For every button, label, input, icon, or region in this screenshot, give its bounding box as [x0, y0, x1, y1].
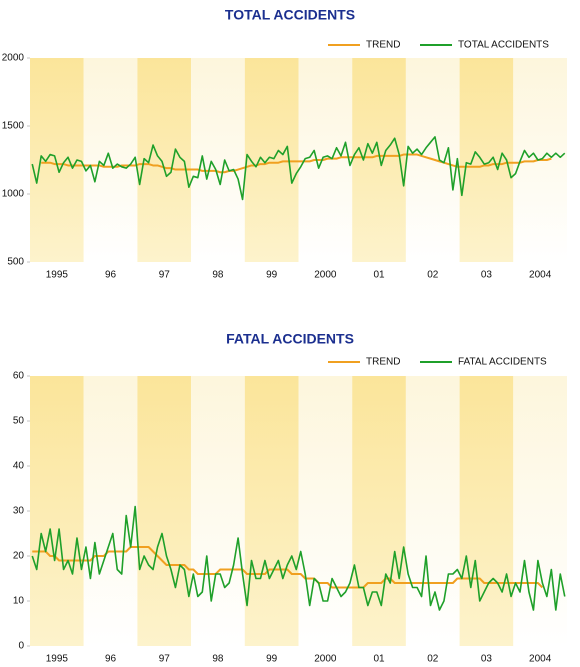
y-tick-label: 20 [13, 551, 25, 562]
x-tick-label: 99 [266, 654, 278, 665]
x-tick-label: 96 [105, 654, 117, 665]
year-band [191, 376, 245, 646]
legend-label: TREND [366, 40, 400, 51]
year-band [352, 58, 406, 262]
y-tick-label: 1000 [2, 189, 25, 200]
year-band [191, 58, 245, 262]
x-tick-label: 99 [266, 270, 278, 281]
x-tick-label: 2000 [314, 270, 337, 281]
year-band [83, 376, 138, 646]
y-tick-label: 0 [18, 641, 24, 652]
year-band [459, 58, 514, 262]
y-tick-label: 40 [13, 461, 25, 472]
x-tick-label: 98 [212, 270, 224, 281]
y-tick-label: 500 [7, 257, 24, 268]
x-tick-label: 01 [373, 270, 385, 281]
x-tick-label: 97 [159, 270, 171, 281]
x-tick-label: 02 [427, 654, 439, 665]
year-band [244, 376, 299, 646]
y-tick-label: 60 [13, 371, 25, 382]
x-tick-label: 2004 [529, 270, 552, 281]
x-tick-label: 98 [212, 654, 224, 665]
y-tick-label: 30 [13, 506, 25, 517]
y-tick-label: 50 [13, 416, 25, 427]
x-tick-label: 1995 [46, 654, 69, 665]
year-band [30, 376, 84, 646]
year-band [30, 58, 84, 262]
x-tick-label: 03 [481, 654, 493, 665]
year-band [459, 376, 514, 646]
legend-label: TOTAL ACCIDENTS [458, 40, 549, 51]
x-tick-label: 97 [159, 654, 171, 665]
y-tick-label: 1500 [2, 121, 25, 132]
x-tick-label: 01 [373, 654, 385, 665]
year-band [513, 376, 567, 646]
y-tick-label: 10 [13, 596, 25, 607]
x-tick-label: 96 [105, 270, 117, 281]
chart-title: FATAL ACCIDENTS [226, 331, 354, 347]
series-line [32, 546, 544, 589]
chart-title: TOTAL ACCIDENTS [225, 7, 355, 23]
year-band [244, 58, 299, 262]
legend-label: FATAL ACCIDENTS [458, 357, 547, 368]
year-band [352, 376, 406, 646]
series-line [31, 136, 566, 201]
year-band [298, 376, 353, 646]
x-tick-label: 03 [481, 270, 493, 281]
year-band [137, 376, 192, 646]
x-tick-label: 02 [427, 270, 439, 281]
series-line [31, 505, 566, 611]
y-tick-label: 2000 [2, 53, 25, 64]
x-tick-label: 2004 [529, 654, 552, 665]
year-band [405, 376, 460, 646]
x-tick-label: 2000 [314, 654, 337, 665]
legend-label: TREND [366, 357, 400, 368]
x-tick-label: 1995 [46, 270, 69, 281]
